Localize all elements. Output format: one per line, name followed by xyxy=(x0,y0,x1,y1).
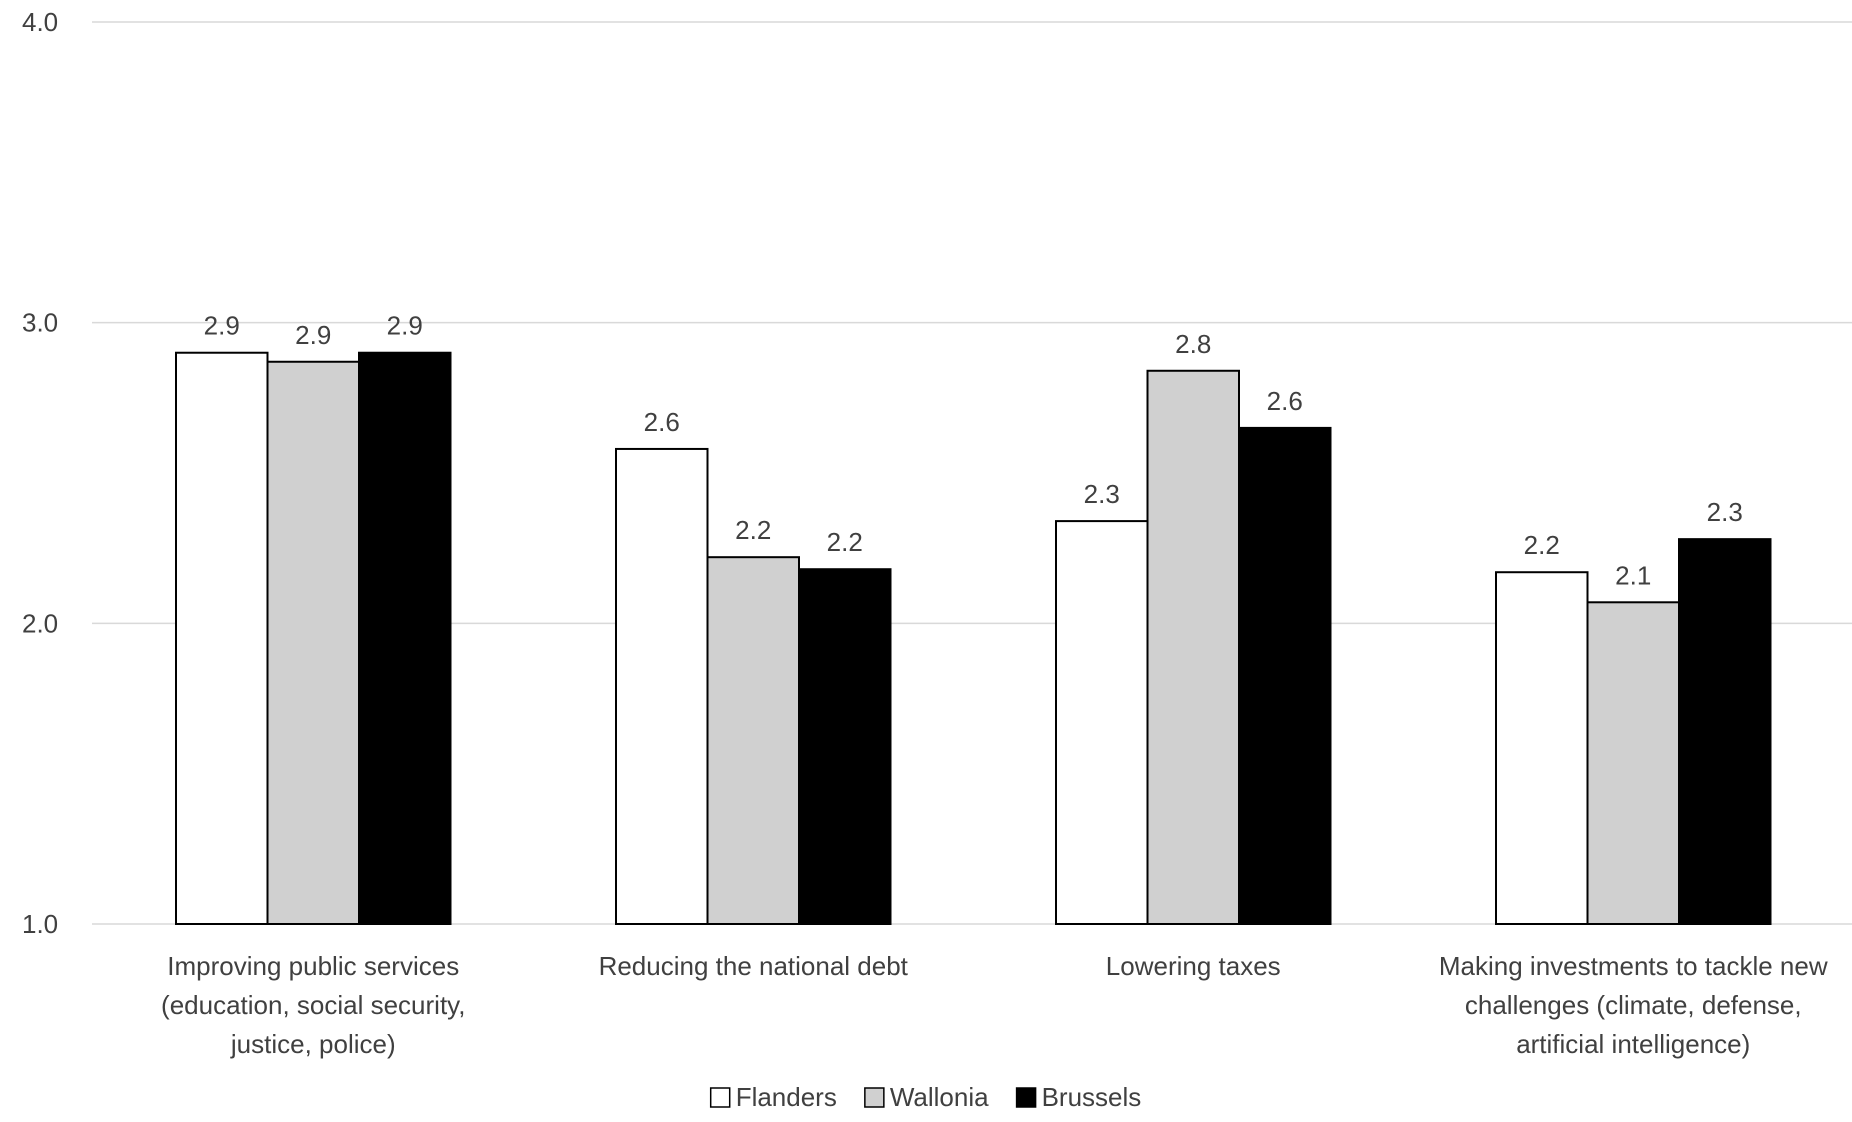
category-label: Lowering taxes xyxy=(1106,951,1281,981)
bar-wallonia xyxy=(706,556,800,925)
bar-flanders xyxy=(1055,520,1149,926)
bar-brussels xyxy=(798,568,892,925)
y-tick-label: 3.0 xyxy=(22,308,58,338)
legend-swatch-wallonia xyxy=(864,1087,885,1108)
category-label: justice, police) xyxy=(230,1029,396,1059)
data-label: 2.6 xyxy=(644,407,680,437)
y-tick-label: 1.0 xyxy=(22,909,58,939)
data-label: 2.6 xyxy=(1267,386,1303,416)
y-tick-label: 2.0 xyxy=(22,608,58,638)
data-label: 2.3 xyxy=(1084,479,1120,509)
category-label: Reducing the national debt xyxy=(599,951,909,981)
category-label: Improving public services xyxy=(167,951,459,981)
data-label: 2.9 xyxy=(204,311,240,341)
bar-wallonia xyxy=(266,360,360,925)
category-label: artificial intelligence) xyxy=(1516,1029,1750,1059)
legend-swatch-flanders xyxy=(709,1087,731,1108)
legend-swatch-brussels xyxy=(1015,1087,1037,1108)
y-axis-tick-labels: 1.0 2.0 3.0 4.0 xyxy=(22,7,58,939)
category-label: Making investments to tackle new xyxy=(1439,951,1828,981)
data-label: 2.1 xyxy=(1615,560,1651,590)
legend-label-wallonia: Wallonia xyxy=(890,1082,989,1112)
legend-label-flanders: Flanders xyxy=(736,1082,837,1112)
bar-brussels xyxy=(358,351,452,925)
data-label: 2.8 xyxy=(1175,329,1211,359)
bar-flanders xyxy=(175,351,269,925)
data-label: 2.2 xyxy=(1524,530,1560,560)
data-label: 2.9 xyxy=(295,320,331,350)
bars xyxy=(175,351,1772,926)
data-label: 2.9 xyxy=(387,311,423,341)
bar-brussels xyxy=(1678,538,1772,925)
legend: Flanders Wallonia Brussels xyxy=(709,1082,1142,1112)
data-label: 2.2 xyxy=(735,515,771,545)
bar-flanders xyxy=(615,447,709,925)
data-labels: 2.9 2.9 2.9 2.6 2.2 2.2 2.3 2.8 2.6 2.2 2.1 2.3 xyxy=(204,311,1743,591)
category-label: challenges (climate, defense, xyxy=(1465,990,1802,1020)
bar-wallonia xyxy=(1146,369,1240,926)
bar-flanders xyxy=(1495,571,1589,925)
legend-label-brussels: Brussels xyxy=(1042,1082,1142,1112)
data-label: 2.2 xyxy=(827,527,863,557)
category-labels: Improving public services (education, soc… xyxy=(161,951,1828,1059)
bar-wallonia xyxy=(1586,601,1680,926)
data-label: 2.3 xyxy=(1707,497,1743,527)
y-tick-label: 4.0 xyxy=(22,7,58,37)
bar-brussels xyxy=(1238,426,1332,925)
category-label: (education, social security, xyxy=(161,990,465,1020)
